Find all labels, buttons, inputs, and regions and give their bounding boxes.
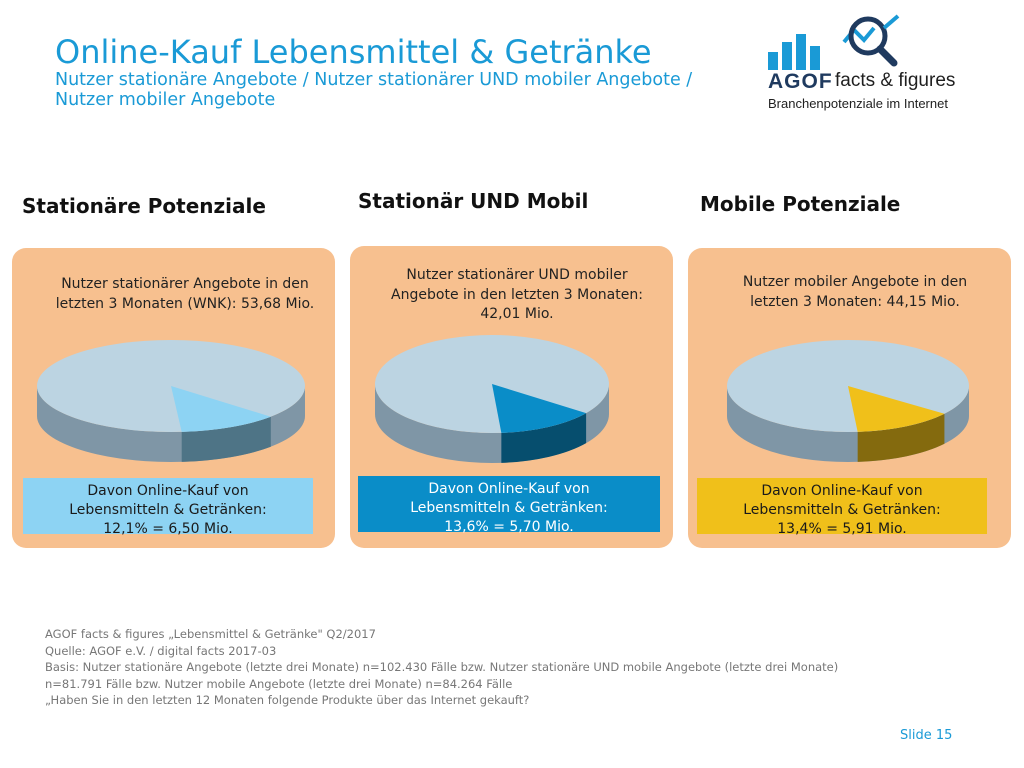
description-line: Nutzer stationärer Angebote in den [61, 276, 309, 292]
pie-slice [848, 386, 945, 432]
pie-slice [492, 384, 587, 433]
heading-stationaer: Stationäre Potenziale [22, 194, 266, 218]
slice-label-line: Davon Online-Kauf von [428, 481, 590, 497]
pie-slice-side [857, 413, 945, 462]
description-mobil: Nutzer mobiler Angebote in den letzten 3… [690, 273, 1020, 312]
pie-chart-beide [375, 335, 609, 463]
page-title: Online-Kauf Lebensmittel & Getränke [55, 33, 652, 71]
logo-brand: AGOF [768, 70, 833, 93]
source-line: AGOF facts & figures „Lebensmittel & Get… [45, 627, 376, 641]
slice-label-beide: Davon Online-Kauf von Lebensmitteln & Ge… [358, 476, 660, 535]
source-notes: AGOF facts & figures „Lebensmittel & Get… [45, 626, 838, 709]
slice-label-line: Davon Online-Kauf von [761, 483, 923, 499]
description-beide: Nutzer stationärer UND mobiler Angebote … [352, 266, 682, 325]
slice-label-stationaer: Davon Online-Kauf von Lebensmitteln & Ge… [23, 478, 313, 537]
logo-product: facts & figures [835, 70, 956, 91]
slice-label-line: 13,6% = 5,70 Mio. [444, 519, 574, 535]
bar-chart-icon [768, 34, 820, 70]
pie-slice-side [181, 416, 271, 462]
logo-tagline: Branchenpotenziale im Internet [768, 96, 948, 111]
slice-label-line: Lebensmitteln & Getränken: [69, 502, 267, 518]
subtitle-line: Nutzer stationäre Angebote / Nutzer stat… [55, 70, 693, 90]
pie-chart-stationaer [37, 340, 305, 462]
slice-label-line: 12,1% = 6,50 Mio. [103, 521, 233, 537]
page-subtitle: Nutzer stationäre Angebote / Nutzer stat… [55, 70, 692, 110]
agof-logo [768, 14, 900, 70]
slice-label-line: Davon Online-Kauf von [87, 483, 249, 499]
description-line: Angebote in den letzten 3 Monaten: [391, 286, 643, 303]
slice-label-line: 13,4% = 5,91 Mio. [777, 521, 907, 537]
description-line: 42,01 Mio. [480, 306, 554, 322]
pie-slice-side [501, 413, 587, 463]
slice-label-line: Lebensmitteln & Getränken: [410, 500, 608, 516]
slice-label-mobil: Davon Online-Kauf von Lebensmitteln & Ge… [697, 478, 987, 537]
heading-beide: Stationär UND Mobil [358, 189, 589, 213]
slice-label-line: Lebensmitteln & Getränken: [743, 502, 941, 518]
slide-number: Slide 15 [900, 728, 953, 743]
source-line: Quelle: AGOF e.V. / digital facts 2017-0… [45, 643, 277, 658]
source-line: „Haben Sie in den letzten 12 Monaten fol… [45, 693, 530, 707]
pie-slice [171, 386, 271, 432]
magnifier-icon [842, 14, 900, 67]
description-line: letzten 3 Monaten: 44,15 Mio. [750, 293, 960, 310]
description-stationaer: Nutzer stationärer Angebote in den letzt… [14, 275, 356, 314]
description-line: letzten 3 Monaten (WNK): 53,68 Mio. [55, 295, 315, 312]
source-line: Basis: Nutzer stationäre Angebote (letzt… [45, 660, 839, 674]
source-line: n=81.791 Fälle bzw. Nutzer mobile Angebo… [45, 676, 513, 691]
description-line: Nutzer mobiler Angebote in den [742, 274, 968, 290]
heading-mobil: Mobile Potenziale [700, 192, 901, 216]
pie-chart-mobil [727, 340, 969, 462]
subtitle-line: Nutzer mobiler Angebote [55, 90, 276, 110]
description-line: Nutzer stationärer UND mobiler [406, 267, 628, 283]
